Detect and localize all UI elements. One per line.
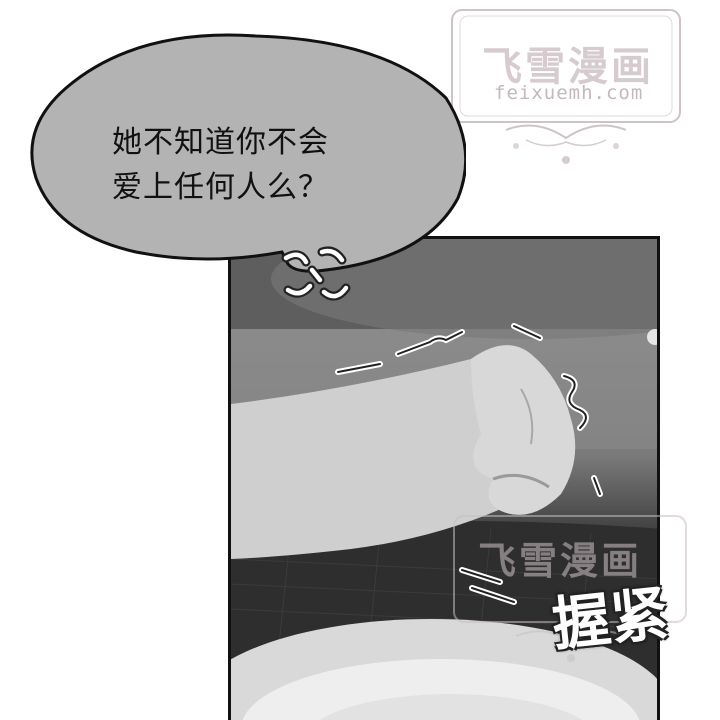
watermark-title: 飞雪漫画 bbox=[482, 44, 654, 90]
watermark-title-mid: 飞雪漫画 bbox=[478, 539, 643, 583]
anger-vein-icon bbox=[281, 246, 351, 301]
speech-bubble: 她不知道你不会 爱上任何人么？ bbox=[26, 28, 466, 301]
speech-line-1: 她不知道你不会 bbox=[112, 125, 329, 160]
speech-line-2: 爱上任何人么？ bbox=[112, 170, 329, 205]
arm-shape bbox=[231, 353, 555, 559]
fist-shape bbox=[471, 345, 576, 515]
speech-bubble-text: 她不知道你不会 爱上任何人么？ bbox=[112, 120, 412, 210]
sfx-grip-text: 握紧 bbox=[549, 579, 672, 659]
photo-panel bbox=[228, 236, 660, 720]
watermark-frame-mid-icon bbox=[453, 515, 687, 662]
watermark-url: feixuemh.com bbox=[494, 82, 644, 104]
watermark-frame-icon bbox=[451, 9, 681, 164]
